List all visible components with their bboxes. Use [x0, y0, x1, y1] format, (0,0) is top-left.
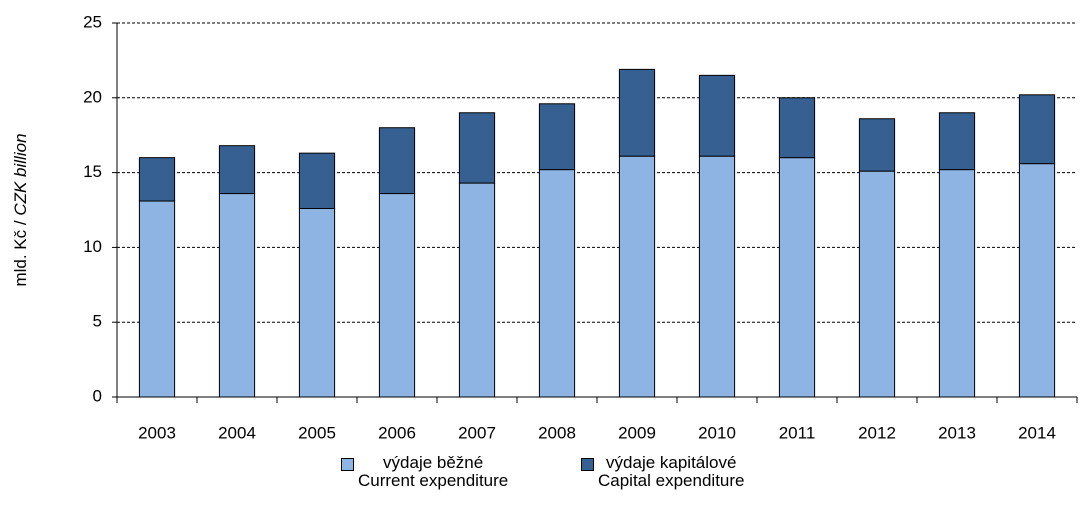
- x-tick-label: 2009: [618, 423, 656, 442]
- bar-segment: [378, 193, 416, 398]
- bar-segment: [378, 127, 416, 195]
- bar-segment: [778, 157, 816, 398]
- bar-segment: [698, 155, 736, 398]
- bar-segment: [458, 112, 496, 184]
- y-tick-label: 5: [93, 312, 102, 331]
- bar-segment: [618, 68, 656, 157]
- bar-segment: [218, 145, 256, 195]
- bar-segment: [858, 170, 896, 398]
- bar-segment: [618, 155, 656, 398]
- x-tick-label: 2006: [378, 423, 416, 442]
- bar-segment: [218, 193, 256, 398]
- bar-segment: [138, 157, 176, 202]
- bar-segment: [1018, 94, 1056, 165]
- y-tick-label: 15: [83, 162, 102, 181]
- legend-swatch: [341, 458, 354, 471]
- bar-segment: [138, 200, 176, 398]
- y-label-local: mld. Kč /: [11, 216, 30, 287]
- x-tick-label: 2008: [538, 423, 576, 442]
- bar-segment: [698, 74, 736, 157]
- bar-segment: [938, 112, 976, 171]
- x-tick-label: 2007: [458, 423, 496, 442]
- y-tick-label: 0: [93, 386, 102, 405]
- x-tick-label: 2010: [698, 423, 736, 442]
- x-tick-label: 2004: [218, 423, 256, 442]
- x-tick-label: 2005: [298, 423, 336, 442]
- bar-segment: [538, 103, 576, 171]
- legend-swatch: [581, 458, 594, 471]
- bar-segment: [298, 152, 336, 210]
- x-tick-label: 2013: [938, 423, 976, 442]
- x-tick-label: 2012: [858, 423, 896, 442]
- bar-segment: [858, 118, 896, 172]
- bar-segment: [538, 169, 576, 398]
- bar-segment: [778, 97, 816, 159]
- y-tick-label: 25: [83, 12, 102, 31]
- x-tick-label: 2014: [1018, 423, 1056, 442]
- legend-label: výdaje kapitálové Capital expenditure: [598, 453, 745, 490]
- x-tick-label: 2003: [138, 423, 176, 442]
- x-tick-label: 2011: [779, 423, 816, 442]
- bar-segment: [1018, 163, 1056, 398]
- bar-segment: [938, 169, 976, 398]
- legend-label: výdaje běžné Current expenditure: [358, 453, 509, 490]
- y-axis-label: mld. Kč / CZK billion: [11, 133, 30, 286]
- y-label-english: CZK billion: [11, 133, 30, 215]
- y-tick-label: 20: [83, 87, 102, 106]
- bar-segment: [298, 208, 336, 398]
- bar-segment: [458, 182, 496, 398]
- y-tick-label: 10: [83, 237, 102, 256]
